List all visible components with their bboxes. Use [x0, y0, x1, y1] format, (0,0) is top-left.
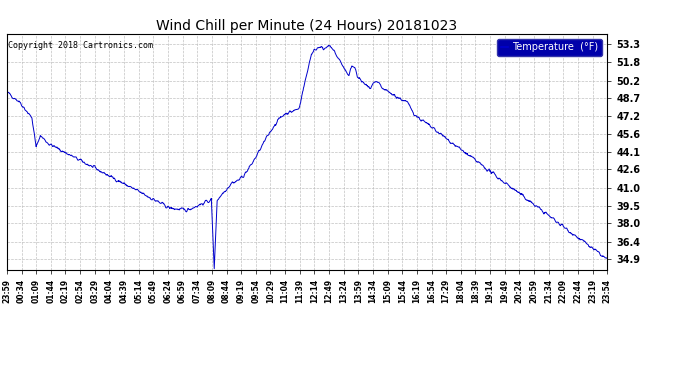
Text: Copyright 2018 Cartronics.com: Copyright 2018 Cartronics.com	[8, 41, 153, 50]
Title: Wind Chill per Minute (24 Hours) 20181023: Wind Chill per Minute (24 Hours) 2018102…	[157, 19, 457, 33]
Legend: Temperature  (°F): Temperature (°F)	[497, 39, 602, 56]
